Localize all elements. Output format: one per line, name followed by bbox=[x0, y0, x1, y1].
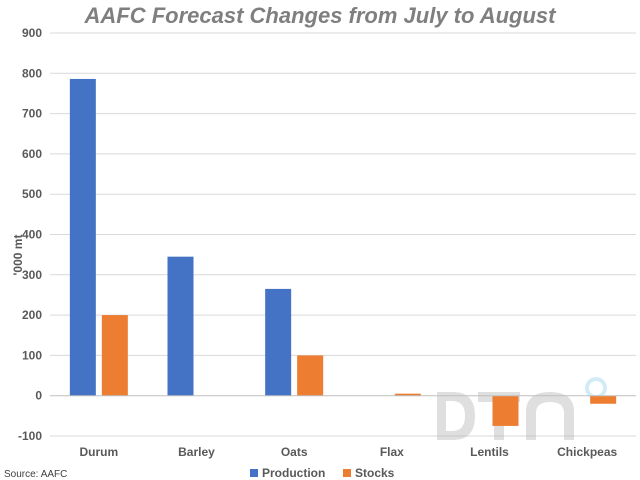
y-tick-label: 800 bbox=[22, 66, 42, 80]
y-tick-label: 200 bbox=[22, 308, 42, 322]
bars bbox=[69, 78, 617, 426]
category-label-lentils: Lentils bbox=[470, 445, 509, 459]
bar-production-durum bbox=[69, 78, 96, 396]
y-tick-label: -100 bbox=[18, 429, 42, 443]
y-tick-label: 700 bbox=[22, 107, 42, 121]
bar-production-oats bbox=[265, 288, 292, 396]
y-tick-label: 0 bbox=[35, 389, 42, 403]
y-tick-label: 900 bbox=[22, 26, 42, 40]
category-labels: Durum Barley Oats Flax Lentils Chickpeas bbox=[79, 445, 617, 459]
category-label-oats: Oats bbox=[281, 445, 308, 459]
legend-swatch-stocks bbox=[343, 469, 351, 477]
category-label-barley: Barley bbox=[178, 445, 215, 459]
dtn-logo-watermark bbox=[437, 377, 607, 440]
y-tick-label: 100 bbox=[22, 348, 42, 362]
legend: Production Stocks bbox=[250, 466, 395, 480]
category-label-chickpeas: Chickpeas bbox=[557, 445, 617, 459]
bar-stocks-oats bbox=[297, 355, 324, 396]
category-label-durum: Durum bbox=[79, 445, 118, 459]
bar-production-barley bbox=[167, 256, 194, 396]
y-tick-label: 600 bbox=[22, 147, 42, 161]
chart-title: AAFC Forecast Changes from July to Augus… bbox=[83, 3, 557, 28]
bar-stocks-flax bbox=[394, 393, 421, 396]
y-axis-ticks: -100 0 100 200 300 400 500 600 700 800 900 bbox=[18, 26, 42, 443]
y-tick-label: 500 bbox=[22, 187, 42, 201]
legend-label-stocks: Stocks bbox=[355, 466, 395, 480]
category-label-flax: Flax bbox=[380, 445, 404, 459]
y-tick-label: 300 bbox=[22, 268, 42, 282]
source-note: Source: AAFC bbox=[4, 469, 67, 480]
bar-stocks-durum bbox=[101, 315, 128, 396]
y-axis-label: '000 mt bbox=[11, 235, 25, 276]
bar-stocks-lentils bbox=[492, 395, 519, 426]
legend-swatch-production bbox=[250, 469, 258, 477]
y-tick-label: 400 bbox=[22, 228, 42, 242]
gridlines bbox=[50, 32, 636, 437]
bar-stocks-chickpeas bbox=[590, 395, 617, 404]
legend-label-production: Production bbox=[262, 466, 325, 480]
